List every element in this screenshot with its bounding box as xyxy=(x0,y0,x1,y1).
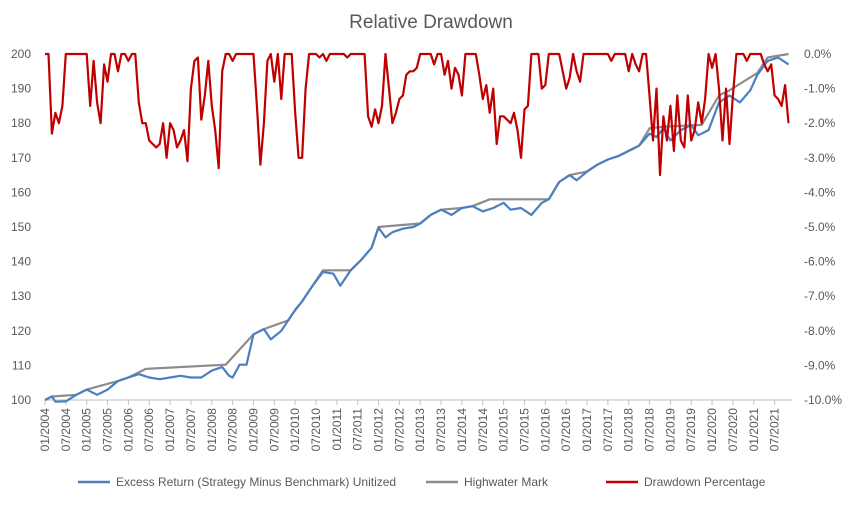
x-tick-label: 01/2006 xyxy=(121,408,135,452)
x-tick-label: 07/2021 xyxy=(768,408,782,452)
x-tick-label: 01/2019 xyxy=(663,408,677,452)
x-tick-label: 07/2019 xyxy=(684,408,698,452)
legend-label-0: Excess Return (Strategy Minus Benchmark)… xyxy=(116,475,396,489)
legend-label-1: Highwater Mark xyxy=(464,475,549,489)
x-tick-label: 01/2007 xyxy=(163,408,177,452)
x-tick-label: 01/2017 xyxy=(580,408,594,452)
y-left-tick-label: 170 xyxy=(11,151,31,165)
y-left-tick-label: 130 xyxy=(11,289,31,303)
y-left-tick-label: 180 xyxy=(11,116,31,130)
x-tick-label: 07/2017 xyxy=(601,408,615,452)
y-right-tick-label: -10.0% xyxy=(804,393,842,407)
legend: Excess Return (Strategy Minus Benchmark)… xyxy=(78,475,766,489)
x-tick-label: 07/2020 xyxy=(726,408,740,452)
x-tick-label: 01/2021 xyxy=(747,408,761,452)
x-tick-label: 01/2013 xyxy=(413,408,427,452)
x-tick-label: 01/2011 xyxy=(330,408,344,451)
x-tick-label: 01/2004 xyxy=(38,408,52,452)
x-tick-label: 07/2016 xyxy=(559,408,573,452)
axes-layer: 100 110 120 130 140 150 160 170 180 190 200 0.0% -1.… xyxy=(11,47,842,451)
series-line-2 xyxy=(45,52,790,177)
x-tick-label: 01/2014 xyxy=(455,408,469,452)
x-tick-label: 01/2009 xyxy=(246,408,260,452)
y-right-tick-label: -1.0% xyxy=(804,82,836,96)
x-tick-label: 01/2008 xyxy=(205,408,219,452)
x-tick-label: 01/2012 xyxy=(372,408,386,452)
y-left-tick-label: 120 xyxy=(11,324,31,338)
x-tick-label: 01/2016 xyxy=(538,408,552,452)
x-tick-label: 07/2015 xyxy=(517,408,531,452)
x-tick-label: 07/2008 xyxy=(226,408,240,452)
legend-label-2: Drawdown Percentage xyxy=(644,475,766,489)
x-tick-label: 07/2014 xyxy=(476,408,490,452)
y-right-tick-label: -3.0% xyxy=(804,151,836,165)
y-right-tick-label: -7.0% xyxy=(804,289,836,303)
x-tick-label: 01/2018 xyxy=(622,408,636,452)
x-tick-label: 07/2013 xyxy=(434,408,448,452)
y-left-tick-label: 190 xyxy=(11,82,31,96)
x-tick-label: 07/2009 xyxy=(267,408,281,452)
y-left-tick-label: 160 xyxy=(11,185,31,199)
x-tick-label: 01/2015 xyxy=(497,408,511,452)
y-right-tick-label: -4.0% xyxy=(804,185,836,199)
y-right-tick-label: 0.0% xyxy=(804,47,832,61)
series-layer xyxy=(44,52,790,403)
x-tick-label: 07/2005 xyxy=(101,408,115,452)
x-tick-label: 07/2011 xyxy=(351,408,365,451)
y-right-tick-label: -9.0% xyxy=(804,358,836,372)
y-right-tick-label: -5.0% xyxy=(804,220,836,234)
series-line-0 xyxy=(44,56,790,403)
x-tick-label: 07/2010 xyxy=(309,408,323,452)
x-tick-label: 07/2007 xyxy=(184,408,198,452)
y-left-tick-label: 150 xyxy=(11,220,31,234)
x-tick-label: 01/2005 xyxy=(80,408,94,452)
y-left-tick-label: 100 xyxy=(11,393,31,407)
x-tick-label: 07/2012 xyxy=(392,408,406,452)
chart-title: Relative Drawdown xyxy=(349,12,513,33)
x-tick-label: 07/2004 xyxy=(59,408,73,452)
y-left-tick-label: 140 xyxy=(11,255,31,269)
y-right-tick-label: -2.0% xyxy=(804,116,836,130)
x-tick-label: 07/2006 xyxy=(142,408,156,452)
x-tick-label: 07/2018 xyxy=(643,408,657,452)
y-right-tick-label: -8.0% xyxy=(804,324,836,338)
x-tick-label: 01/2020 xyxy=(705,408,719,452)
y-left-tick-label: 110 xyxy=(12,358,31,372)
x-tick-label: 01/2010 xyxy=(288,408,302,452)
y-left-tick-label: 200 xyxy=(11,47,31,61)
y-right-tick-label: -6.0% xyxy=(804,255,836,269)
